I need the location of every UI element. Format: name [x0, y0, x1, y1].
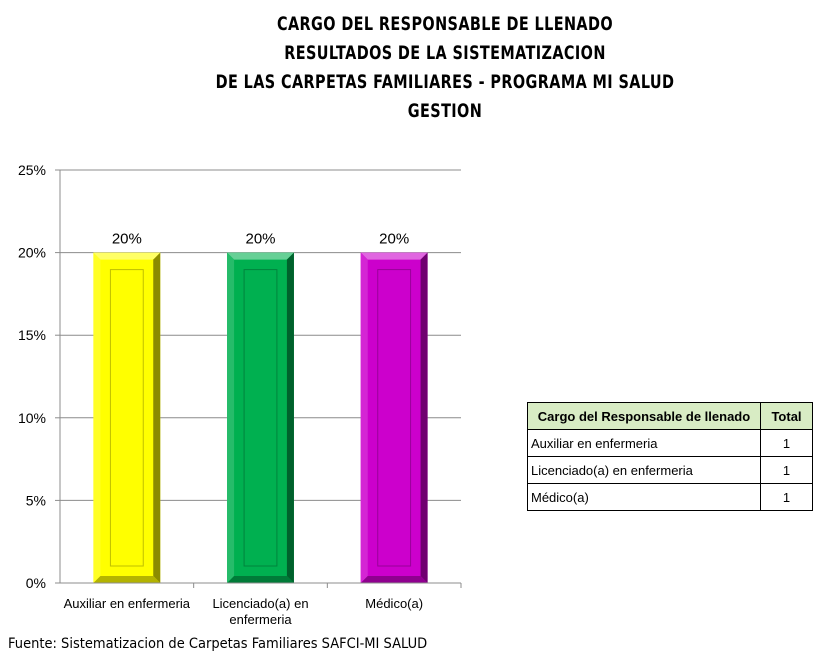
title-line-1: CARGO DEL RESPONSABLE DE LLENADO — [276, 14, 614, 35]
x-tick-label: Licenciado(a) en — [212, 596, 308, 611]
bar-inner-frame — [377, 269, 412, 567]
bar — [227, 252, 294, 583]
chart-title: CARGO DEL RESPONSABLE DE LLENADO RESULTA… — [0, 10, 830, 126]
y-tick-label: 0% — [26, 575, 46, 591]
bar-bevel-right — [153, 252, 161, 583]
table-row: Licenciado(a) en enfermeria 1 — [527, 456, 813, 484]
header-cargo: Cargo del Responsable de llenado — [527, 402, 761, 430]
bar-body — [227, 252, 294, 583]
x-tick-label: Médico(a) — [365, 596, 423, 611]
table-header-row: Cargo del Responsable de llenado Total — [527, 402, 813, 430]
x-tick-label: enfermeria — [229, 612, 292, 627]
data-label: 20% — [112, 231, 142, 248]
bar-bevel-top — [360, 252, 428, 260]
title-line-2: RESULTADOS DE LA SISTEMATIZACION — [284, 43, 606, 64]
bar-inner-frame — [109, 269, 144, 567]
header-total: Total — [760, 402, 813, 430]
cell-total: 1 — [760, 456, 813, 484]
bar-body — [93, 252, 161, 583]
bar-bevel-top — [93, 252, 161, 260]
table-row: Médico(a) 1 — [527, 483, 813, 511]
bar-bevel-right — [286, 252, 294, 583]
bar-bevel-bottom — [227, 576, 294, 583]
data-label: 20% — [379, 231, 409, 248]
bar — [360, 252, 428, 583]
title-line-3: DE LAS CARPETAS FAMILIARES - PROGRAMA MI… — [215, 72, 675, 93]
title-line-4: GESTION — [407, 101, 483, 122]
y-tick-label: 15% — [18, 327, 46, 343]
y-tick-label: 5% — [26, 492, 46, 508]
bar-inner-frame — [243, 269, 278, 567]
bar-bevel-top — [227, 252, 294, 260]
y-tick-label: 10% — [18, 410, 46, 426]
bar-bevel-left — [93, 252, 101, 583]
y-tick-label: 25% — [18, 162, 46, 178]
x-tick-label: Auxiliar en enfermeria — [64, 596, 191, 611]
bars: 20% 20% 20% — [93, 231, 428, 583]
y-tick-label: 20% — [18, 245, 46, 261]
data-table: Cargo del Responsable de llenado Total A… — [527, 402, 813, 511]
cell-cargo: Médico(a) — [527, 483, 761, 511]
source-note: Fuente: Sistematizacion de Carpetas Fami… — [8, 636, 428, 652]
bar — [93, 252, 161, 583]
bar-body — [360, 252, 428, 583]
table-row: Auxiliar en enfermeria 1 — [527, 429, 813, 457]
bar-bevel-bottom — [93, 576, 161, 583]
bar-bevel-left — [360, 252, 368, 583]
cell-total: 1 — [760, 429, 813, 457]
cell-total: 1 — [760, 483, 813, 511]
data-label: 20% — [245, 231, 275, 248]
cell-cargo: Auxiliar en enfermeria — [527, 429, 761, 457]
bar-bevel-right — [420, 252, 428, 583]
y-axis: 0% 5% 10% 15% 20% 25% — [18, 162, 61, 591]
bar-bevel-bottom — [360, 576, 428, 583]
x-axis: Auxiliar en enfermeria Licenciado(a) enen… — [60, 582, 462, 627]
bar-bevel-left — [227, 252, 235, 583]
cell-cargo: Licenciado(a) en enfermeria — [527, 456, 761, 484]
